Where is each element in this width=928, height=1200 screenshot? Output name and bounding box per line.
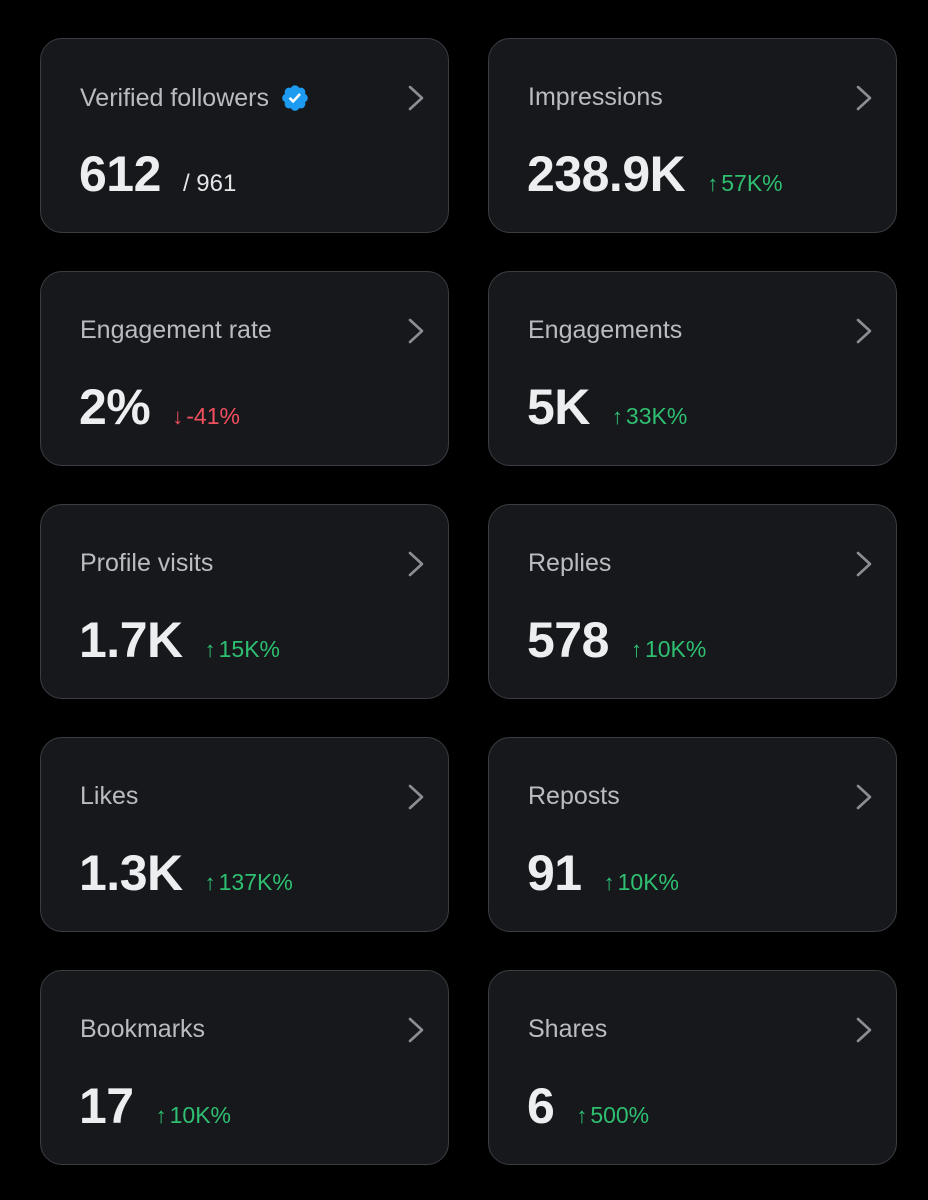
change-value: 10K% — [644, 636, 707, 662]
chevron-right-icon — [408, 85, 424, 111]
value-row: 5K ↑ 33K% — [527, 378, 687, 436]
card-title: Shares — [528, 1015, 608, 1043]
arrow-up-icon: ↑ — [707, 171, 719, 196]
card-title: Engagement rate — [80, 316, 272, 344]
metric-change: ↑ 10K% — [631, 636, 706, 663]
card-title-label: Verified followers — [80, 83, 269, 112]
chevron-right-icon — [856, 1017, 872, 1043]
arrow-up-icon: ↑ — [576, 1103, 588, 1128]
value-row: 238.9K ↑ 57K% — [527, 145, 783, 203]
metric-change: ↑ 10K% — [156, 1102, 231, 1129]
arrow-up-icon: ↑ — [204, 637, 216, 662]
change-value: 15K% — [218, 636, 280, 662]
metric-value: 17 — [79, 1078, 134, 1134]
card-reposts[interactable]: Reposts 91 ↑ 10K% — [488, 737, 897, 932]
value-row: 1.3K ↑ 137K% — [79, 844, 293, 902]
card-title: Engagements — [528, 316, 683, 344]
chevron-right-icon — [856, 784, 872, 810]
card-title: Bookmarks — [80, 1015, 206, 1043]
card-engagement-rate[interactable]: Engagement rate 2% ↓ -41% — [40, 271, 449, 466]
chevron-right-icon — [408, 784, 424, 810]
metric-value: 5K — [527, 379, 590, 435]
arrow-up-icon: ↑ — [611, 404, 623, 429]
metric-change: ↑ 137K% — [205, 869, 293, 896]
card-impressions[interactable]: Impressions 238.9K ↑ 57K% — [488, 38, 897, 233]
metric-value: 238.9K — [527, 146, 686, 202]
chevron-right-icon — [408, 551, 424, 577]
value-row: 91 ↑ 10K% — [527, 844, 679, 902]
metrics-grid: Verified followers 612 / 961 Impressions… — [40, 38, 897, 1165]
chevron-right-icon — [856, 85, 872, 111]
value-row: 612 / 961 — [79, 145, 236, 203]
metric-total: / 961 — [182, 170, 237, 197]
value-row: 17 ↑ 10K% — [79, 1077, 231, 1135]
metric-value: 612 — [79, 146, 161, 202]
metric-value: 91 — [527, 845, 582, 901]
metric-value: 6 — [527, 1078, 555, 1134]
card-title: Replies — [528, 549, 612, 577]
metric-change: ↑ 10K% — [604, 869, 679, 896]
card-shares[interactable]: Shares 6 ↑ 500% — [488, 970, 897, 1165]
arrow-up-icon: ↑ — [603, 870, 615, 895]
change-value: 33K% — [625, 403, 688, 429]
change-value: -41% — [186, 403, 240, 429]
card-likes[interactable]: Likes 1.3K ↑ 137K% — [40, 737, 449, 932]
verified-badge-icon — [280, 83, 310, 113]
chevron-right-icon — [408, 318, 424, 344]
card-profile-visits[interactable]: Profile visits 1.7K ↑ 15K% — [40, 504, 449, 699]
card-verified-followers[interactable]: Verified followers 612 / 961 — [40, 38, 449, 233]
card-replies[interactable]: Replies 578 ↑ 10K% — [488, 504, 897, 699]
arrow-up-icon: ↑ — [155, 1103, 167, 1128]
card-title: Likes — [80, 782, 139, 810]
card-bookmarks[interactable]: Bookmarks 17 ↑ 10K% — [40, 970, 449, 1165]
metric-change: ↑ 57K% — [707, 170, 782, 197]
metric-change: ↑ 15K% — [205, 636, 280, 663]
arrow-up-icon: ↑ — [630, 637, 642, 662]
change-value: 137K% — [218, 869, 293, 895]
card-title: Verified followers — [80, 83, 310, 113]
value-row: 1.7K ↑ 15K% — [79, 611, 280, 669]
metric-value: 2% — [79, 379, 151, 435]
value-row: 6 ↑ 500% — [527, 1077, 649, 1135]
card-title: Reposts — [528, 782, 620, 810]
card-title: Profile visits — [80, 549, 214, 577]
change-value: 57K% — [721, 170, 783, 196]
metric-change: ↓ -41% — [172, 403, 240, 430]
change-value: 500% — [590, 1102, 650, 1128]
chevron-right-icon — [408, 1017, 424, 1043]
arrow-down-icon: ↓ — [172, 404, 184, 429]
arrow-up-icon: ↑ — [204, 870, 216, 895]
metric-change: ↑ 33K% — [612, 403, 687, 430]
change-value: 10K% — [617, 869, 679, 895]
card-engagements[interactable]: Engagements 5K ↑ 33K% — [488, 271, 897, 466]
value-row: 2% ↓ -41% — [79, 378, 240, 436]
metric-value: 1.3K — [79, 845, 183, 901]
chevron-right-icon — [856, 551, 872, 577]
value-row: 578 ↑ 10K% — [527, 611, 706, 669]
change-value: 10K% — [169, 1102, 231, 1128]
chevron-right-icon — [856, 318, 872, 344]
metric-change: ↑ 500% — [576, 1102, 649, 1129]
card-title: Impressions — [528, 83, 663, 111]
metric-value: 1.7K — [79, 612, 183, 668]
metric-value: 578 — [527, 612, 609, 668]
